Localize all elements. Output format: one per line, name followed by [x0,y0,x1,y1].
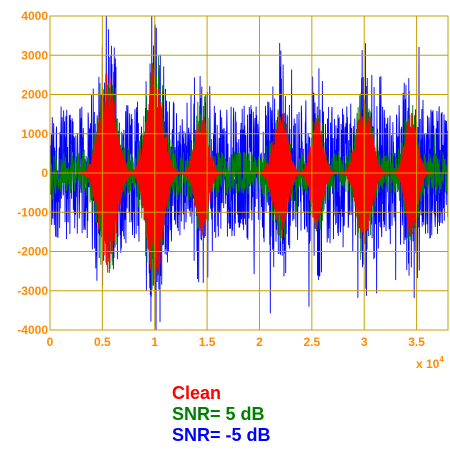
x-axis-multiplier: x 104 [416,355,444,370]
axis-layer [49,15,449,331]
x-multiplier-exponent: 4 [439,355,444,364]
plot-frame [49,15,449,331]
y-tick-label: -4000 [17,323,48,337]
x-tick-label: 2.5 [303,335,320,349]
x-tick-label: 2 [256,335,263,349]
x-multiplier-base: x 10 [416,357,440,370]
y-tick-label: 3000 [21,48,48,62]
x-tick-label: 1 [151,335,158,349]
series-layer [50,16,448,330]
x-tick-label: 3 [361,335,368,349]
grid-layer [50,15,448,331]
legend-entry-snr-minus-5db: SNR= -5 dB [172,425,271,445]
y-tick-label: 1000 [21,127,48,141]
y-tick-label: 0 [41,166,48,180]
y-tick-label: -1000 [17,205,48,219]
x-tick-label: 0.5 [94,335,111,349]
y-tick-label: -3000 [17,284,48,298]
chart: 0 0.5 1 1.5 2 2.5 3 3.5 4000 3000 2000 1000 0 -1000 -2… [17,9,449,370]
y-tick-label: 4000 [21,9,48,23]
y-tick-label: 2000 [21,88,48,102]
x-tick-label: 1.5 [199,335,216,349]
x-tick-label: 0 [47,335,54,349]
legend-entry-clean: Clean [172,383,222,403]
y-tick-label: -2000 [17,245,48,259]
legend: Clean SNR= 5 dB SNR= -5 dB [172,383,271,446]
legend-entry-snr-5db: SNR= 5 dB [172,404,265,424]
x-tick-label: 3.5 [408,335,425,349]
tick-labels: 0 0.5 1 1.5 2 2.5 3 3.5 4000 3000 2000 1000 0 -1000 -2… [17,9,425,349]
